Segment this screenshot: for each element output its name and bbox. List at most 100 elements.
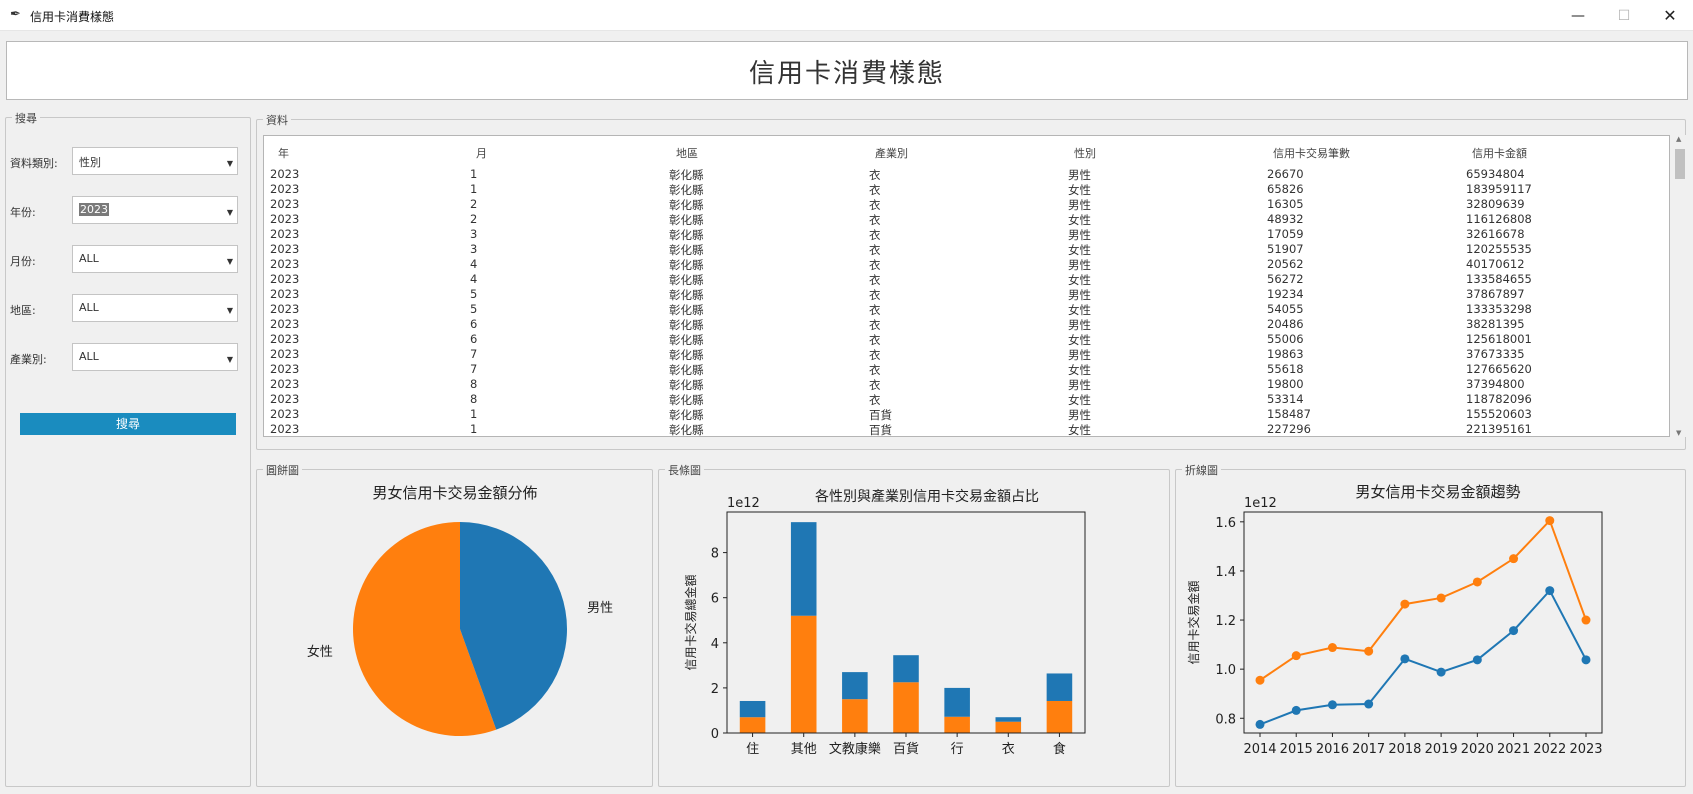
table-cell: 衣 [869, 288, 881, 302]
table-cell: 女性 [1068, 273, 1091, 287]
table-cell: 125618001 [1466, 332, 1532, 346]
table-cell: 37394800 [1466, 377, 1525, 391]
column-header[interactable]: 性別 [1074, 147, 1096, 160]
table-cell: 2023 [270, 272, 300, 286]
bar-segment [739, 717, 766, 733]
window-titlebar: ✒ 信用卡消費樣態 — ☐ ✕ [0, 0, 1693, 31]
data-point [1291, 705, 1301, 715]
table-cell: 衣 [869, 318, 881, 332]
y-axis-label: 信用卡交易總金額 [683, 574, 698, 670]
table-cell: 227296 [1267, 422, 1311, 436]
scroll-down-icon[interactable]: ▼ [1676, 429, 1682, 437]
x-tick-label: 2018 [1388, 742, 1421, 757]
table-cell: 1 [470, 422, 478, 436]
table-row[interactable]: 2023 6 彰化縣 衣 男性 20486 38281395 [264, 317, 1669, 332]
month-select[interactable]: ALL ▼ [72, 245, 238, 273]
table-row[interactable]: 2023 3 彰化縣 衣 男性 17059 32616678 [264, 227, 1669, 242]
y-tick-label: 0 [711, 727, 719, 742]
x-tick-label: 2017 [1352, 742, 1385, 757]
bar-segment [842, 699, 868, 733]
table-cell: 37673335 [1466, 347, 1525, 361]
table-cell: 衣 [869, 393, 881, 407]
table-cell: 2023 [270, 182, 300, 196]
bar-segment [1046, 673, 1073, 701]
column-header[interactable]: 信用卡金額 [1472, 147, 1527, 160]
x-tick-label: 食 [1053, 741, 1066, 757]
table-row[interactable]: 2023 8 彰化縣 衣 男性 19800 37394800 [264, 377, 1669, 392]
table-row[interactable]: 2023 4 彰化縣 衣 女性 56272 133584655 [264, 272, 1669, 287]
x-tick-label: 2019 [1425, 742, 1458, 757]
table-cell: 2 [470, 212, 478, 226]
line-chart-panel: 折線圖 男女信用卡交易金額趨勢 1e12 信用卡交易金額 2014 2015 2016 20… [1175, 462, 1686, 787]
table-row[interactable]: 2023 6 彰化縣 衣 女性 55006 125618001 [264, 332, 1669, 347]
table-cell: 4 [470, 272, 478, 286]
table-cell: 127665620 [1466, 362, 1532, 376]
table-cell: 彰化縣 [669, 228, 704, 242]
search-button[interactable]: 搜尋 [20, 413, 236, 435]
table-cell: 54055 [1267, 302, 1304, 316]
search-panel-legend: 搜尋 [12, 110, 40, 126]
column-header[interactable]: 地區 [676, 147, 698, 160]
column-header[interactable]: 產業別 [875, 147, 908, 160]
table-scrollbar[interactable]: ▲ ▼ [1672, 135, 1688, 437]
table-row[interactable]: 2023 4 彰化縣 衣 男性 20562 40170612 [264, 257, 1669, 272]
table-cell: 彰化縣 [669, 303, 704, 317]
feather-icon: ✒ [10, 7, 21, 22]
table-row[interactable]: 2023 1 彰化縣 衣 女性 65826 183959117 [264, 182, 1669, 197]
page-title: 信用卡消費樣態 [748, 59, 945, 89]
page-header: 信用卡消費樣態 [6, 41, 1688, 100]
close-button[interactable]: ✕ [1663, 6, 1677, 25]
table-cell: 2023 [270, 377, 300, 391]
table-cell: 彰化縣 [669, 333, 704, 347]
table-cell: 6 [470, 332, 478, 346]
table-cell: 百貨 [869, 408, 892, 422]
bar-segment [842, 672, 868, 700]
region-select[interactable]: ALL ▼ [72, 294, 238, 322]
table-cell: 2023 [270, 332, 300, 346]
table-cell: 8 [470, 392, 478, 406]
table-cell: 40170612 [1466, 257, 1525, 271]
scroll-up-icon[interactable]: ▲ [1676, 135, 1682, 143]
table-cell: 53314 [1267, 392, 1304, 406]
column-header[interactable]: 信用卡交易筆數 [1273, 147, 1350, 160]
table-cell: 116126808 [1466, 212, 1532, 226]
column-header[interactable]: 月 [476, 147, 487, 160]
table-row[interactable]: 2023 1 彰化縣 衣 男性 26670 65934804 [264, 167, 1669, 182]
table-cell: 彰化縣 [669, 423, 704, 437]
table-row[interactable]: 2023 5 彰化縣 衣 男性 19234 37867897 [264, 287, 1669, 302]
table-cell: 彰化縣 [669, 348, 704, 362]
scrollbar-thumb[interactable] [1675, 149, 1685, 179]
pie-slice [353, 522, 497, 736]
maximize-button[interactable]: ☐ [1617, 7, 1631, 24]
table-cell: 男性 [1068, 198, 1091, 212]
industry-value: ALL [79, 350, 99, 363]
x-tick-label: 百貨 [893, 741, 919, 757]
x-tick-label: 住 [746, 742, 759, 757]
chart-title: 男女信用卡交易金額分佈 [372, 484, 537, 502]
table-row[interactable]: 2023 8 彰化縣 衣 女性 53314 118782096 [264, 392, 1669, 407]
year-select[interactable]: 2023 ▼ [72, 196, 238, 224]
y-tick-label: 1.6 [1215, 516, 1236, 531]
table-row[interactable]: 2023 5 彰化縣 衣 女性 54055 133353298 [264, 302, 1669, 317]
data-table[interactable]: 年 月 地區 產業別 性別 信用卡交易筆數 信用卡金額 2023 1 彰化縣衣男性 2… [263, 135, 1670, 437]
table-row[interactable]: 2023 7 彰化縣 衣 女性 55618 127665620 [264, 362, 1669, 377]
table-row[interactable]: 2023 1 彰化縣 百貨 女性 227296 221395161 [264, 422, 1669, 437]
table-cell: 衣 [869, 198, 881, 212]
table-row[interactable]: 2023 3 彰化縣 衣 女性 51907 120255535 [264, 242, 1669, 257]
table-cell: 衣 [869, 243, 881, 257]
axis-exponent-label: 1e12 [1244, 496, 1277, 511]
table-cell: 118782096 [1466, 392, 1532, 406]
table-row[interactable]: 2023 1 彰化縣 百貨 男性 158487 155520603 [264, 407, 1669, 422]
minimize-button[interactable]: — [1571, 7, 1585, 24]
table-cell: 女性 [1068, 183, 1091, 197]
table-row[interactable]: 2023 7 彰化縣 衣 男性 19863 37673335 [264, 347, 1669, 362]
table-cell: 男性 [1068, 378, 1091, 392]
column-header[interactable]: 年 [278, 147, 289, 160]
y-tick-label: 0.8 [1215, 712, 1236, 727]
table-row[interactable]: 2023 2 彰化縣 衣 男性 16305 32809639 [264, 197, 1669, 212]
industry-select[interactable]: ALL ▼ [72, 343, 238, 371]
data-category-select[interactable]: 性別 ▼ [72, 147, 238, 175]
table-cell: 彰化縣 [669, 408, 704, 422]
table-cell: 彰化縣 [669, 363, 704, 377]
table-row[interactable]: 2023 2 彰化縣 衣 女性 48932 116126808 [264, 212, 1669, 227]
